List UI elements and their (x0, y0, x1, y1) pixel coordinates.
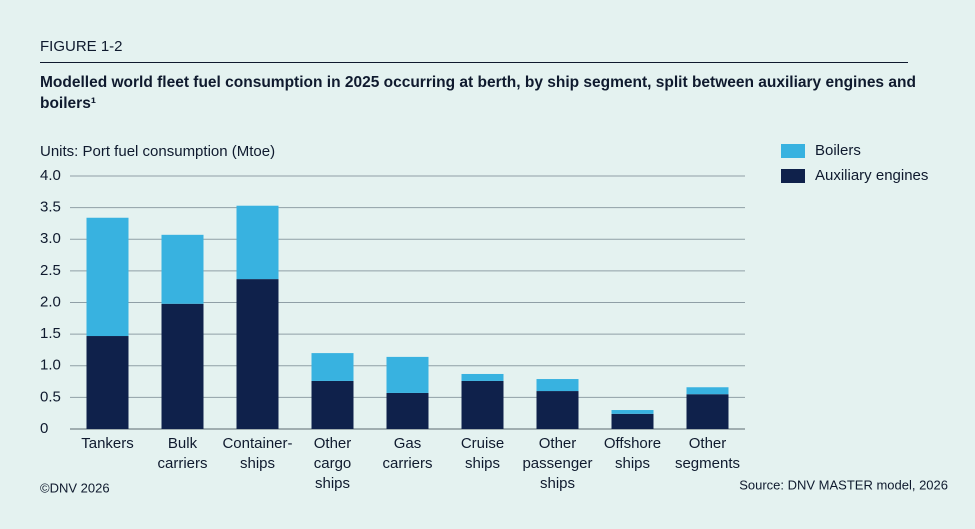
x-tick-label: Other (314, 435, 352, 452)
y-axis-label: Units: Port fuel consumption (Mtoe) (40, 143, 275, 160)
x-tick-label: passenger (522, 455, 592, 472)
y-tick-label: 0 (40, 420, 48, 437)
x-tick-label: Container- (222, 435, 292, 452)
bar-segment (386, 392, 429, 429)
x-tick-label: carriers (382, 455, 432, 472)
copyright: ©DNV 2026 (40, 480, 110, 495)
x-tick-label: Other (539, 435, 577, 452)
y-tick-label: 4.0 (40, 167, 61, 184)
y-tick-label: 0.5 (40, 388, 61, 405)
x-tick-label: Gas (394, 435, 422, 452)
legend-swatch (781, 144, 805, 158)
figure-label: FIGURE 1-2 (40, 38, 123, 55)
x-tick-label: ships (315, 475, 350, 492)
y-tick-label: 2.0 (40, 293, 61, 310)
x-tick-label: Tankers (81, 435, 134, 452)
bar-segment (686, 387, 729, 395)
legend-label: Boilers (815, 142, 861, 159)
bar-segment (686, 394, 729, 429)
y-tick-label: 3.5 (40, 199, 61, 216)
y-tick-label: 2.5 (40, 262, 61, 279)
bar-segment (236, 279, 279, 429)
x-tick-label: ships (465, 455, 500, 472)
bar-segment (86, 217, 129, 337)
bar-segment (611, 413, 654, 429)
bar-segment (386, 356, 429, 393)
legend-swatch (781, 169, 805, 183)
x-tick-label: Other (689, 435, 727, 452)
x-tick-label: Bulk (168, 435, 198, 452)
bar-segment (86, 336, 129, 429)
y-tick-label: 1.0 (40, 357, 61, 374)
rule (40, 62, 908, 63)
x-tick-label: segments (675, 455, 740, 472)
x-tick-label: cargo (314, 455, 352, 472)
x-tick-label: ships (615, 455, 650, 472)
source: Source: DNV MASTER model, 2026 (739, 477, 948, 492)
bar-segment (236, 205, 279, 280)
bar-segment (311, 380, 354, 429)
legend-label: Auxiliary engines (815, 167, 928, 184)
y-tick-label: 1.5 (40, 325, 61, 342)
bar-segment (536, 391, 579, 429)
bar-segment (161, 303, 204, 429)
x-tick-label: carriers (157, 455, 207, 472)
bar-segment (611, 410, 654, 414)
bar-segment (461, 373, 504, 381)
bar-segment (461, 380, 504, 429)
x-tick-label: ships (240, 455, 275, 472)
bar-segment (536, 379, 579, 392)
x-tick-label: Cruise (461, 435, 504, 452)
y-tick-label: 3.0 (40, 230, 61, 247)
x-tick-label: Offshore (604, 435, 661, 452)
chart-title: Modelled world fleet fuel consumption in… (40, 74, 916, 112)
bar-segment (161, 234, 204, 304)
bar-segment (311, 353, 354, 381)
x-tick-label: ships (540, 475, 575, 492)
